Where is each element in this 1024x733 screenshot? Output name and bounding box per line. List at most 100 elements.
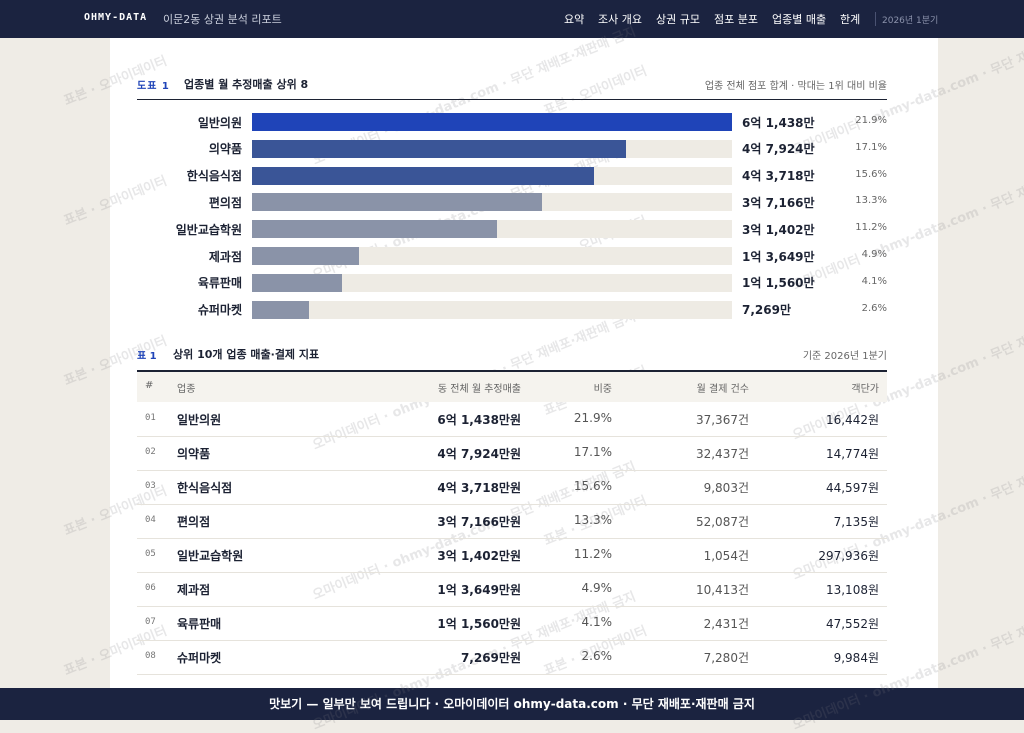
nav-period: 2026년 1분기 (882, 15, 939, 26)
table-cell: 05 (145, 548, 156, 559)
table-cell: 02 (145, 446, 156, 457)
table-header: # (145, 380, 154, 391)
table-cell: 4억 7,924만원 (437, 446, 521, 461)
table-cell: 9,984원 (833, 650, 879, 665)
table-cell: 3억 1,402만원 (437, 548, 521, 563)
bar-track (252, 247, 732, 265)
row-rule (137, 606, 887, 607)
row-rule (137, 504, 887, 505)
table-cell: 07 (145, 616, 156, 627)
table-cell: 1,054건 (703, 548, 749, 563)
table-cell: 9,803건 (703, 480, 749, 495)
bar (252, 247, 359, 265)
table-header: 동 전체 월 추정매출 (437, 384, 521, 395)
nav-divider (875, 12, 876, 26)
bar-label: 육류판매 (197, 276, 242, 291)
bar-value: 6억 1,438만 (742, 115, 815, 130)
figure-note: 업종 전체 점포 합계 · 막대는 1위 대비 비율 (704, 81, 887, 92)
table-cell: 21.9% (573, 410, 612, 425)
bar (252, 220, 498, 239)
nav-link[interactable]: 조사 개요 (598, 13, 642, 27)
bar (252, 193, 543, 212)
table-header: 월 결제 건수 (696, 384, 749, 395)
row-rule (137, 470, 887, 471)
bar-label: 일반교습학원 (175, 222, 242, 237)
table-cell: 10,413건 (695, 582, 749, 597)
table-cell: 297,936원 (818, 548, 879, 563)
bar-value: 1억 1,560만 (742, 276, 815, 291)
table-cell: 7,135원 (833, 514, 879, 529)
bar-value: 3억 7,166만 (742, 196, 815, 210)
bar (252, 300, 309, 319)
bar-value: 7,269만 (742, 303, 791, 318)
table-cell: 11.2% (573, 546, 612, 561)
bar-value: 1억 3,649만 (742, 249, 815, 264)
table-cell: 제과점 (177, 582, 211, 597)
table-cell: 6억 1,438만원 (437, 412, 521, 427)
row-rule (137, 436, 887, 437)
report-sheet (110, 38, 938, 688)
table-cell: 14,774원 (825, 446, 879, 461)
bar-value: 4억 3,718만 (742, 169, 815, 184)
table-cell: 13,108원 (825, 582, 879, 597)
table-cell: 15.6% (573, 478, 612, 493)
nav-link[interactable]: 한계 (840, 13, 861, 27)
table-cell: 03 (145, 480, 156, 491)
footer-bar: 맛보기 — 일부만 보여 드립니다 · 오마이데이터 ohmy-data.com… (0, 688, 1024, 720)
table-cell: 44,597원 (825, 480, 879, 495)
nav-link[interactable]: 업종별 매출 (772, 13, 827, 27)
table-header: 객단가 (851, 384, 879, 395)
nav-link[interactable]: 점포 분포 (714, 13, 758, 27)
bar-share: 4.1% (861, 275, 887, 287)
figure-title: 업종별 월 추정매출 상위 8 (184, 78, 309, 92)
table-cell: 4.1% (581, 614, 613, 629)
table-cell: 04 (145, 514, 156, 525)
row-rule (137, 572, 887, 573)
table-cell: 4억 3,718만원 (437, 480, 521, 495)
table-cell: 2,431건 (703, 616, 749, 631)
bar-share: 11.2% (855, 222, 887, 234)
table-note: 기준 2026년 1분기 (802, 351, 887, 362)
table-cell: 일반교습학원 (177, 548, 244, 563)
table-cell: 08 (145, 650, 156, 661)
table-cell: 육류판매 (177, 616, 222, 631)
table-tag: 표 1 (137, 351, 157, 362)
table-cell: 17.1% (573, 444, 612, 459)
nav-link[interactable]: 요약 (564, 13, 585, 27)
table-cell: 7,269만원 (460, 650, 521, 665)
table-cell: 47,552원 (825, 616, 879, 631)
bar (252, 113, 732, 131)
table-header: 업종 (177, 384, 196, 395)
brand: OHMY-DATA (84, 12, 148, 23)
bar-label: 슈퍼마켓 (197, 303, 242, 318)
table-cell: 3억 7,166만원 (437, 514, 521, 529)
bar-share: 17.1% (855, 141, 887, 153)
table-header-bg (137, 370, 887, 402)
bar-share: 4.9% (861, 249, 887, 260)
bar-value: 4억 7,924만 (742, 142, 815, 157)
table-cell: 편의점 (177, 514, 211, 529)
bar-label: 의약품 (208, 142, 242, 157)
top-nav (0, 0, 1024, 38)
table-cell: 한식음식점 (177, 480, 233, 495)
bar-share: 2.6% (861, 302, 887, 314)
table-cell: 06 (145, 582, 156, 593)
bar-track (252, 300, 732, 319)
bar-label: 편의점 (208, 196, 242, 210)
table-cell: 32,437건 (695, 446, 749, 461)
bar-label: 제과점 (208, 249, 242, 264)
table-cell: 4.9% (581, 580, 613, 595)
table-cell: 13.3% (573, 512, 612, 527)
nav-link[interactable]: 상권 규모 (656, 13, 700, 27)
row-rule (137, 674, 887, 675)
figure-tag: 도표 1 (137, 81, 170, 92)
table-title: 상위 10개 업종 매출·결제 지표 (173, 348, 320, 362)
nav-title: 이문2동 상권 분석 리포트 (163, 13, 282, 27)
table-cell: 1억 3,649만원 (437, 582, 521, 597)
row-rule (137, 640, 887, 641)
table-cell: 37,367건 (695, 412, 749, 427)
bar-value: 3억 1,402만 (742, 222, 815, 237)
table-cell: 1억 1,560만원 (437, 616, 521, 631)
